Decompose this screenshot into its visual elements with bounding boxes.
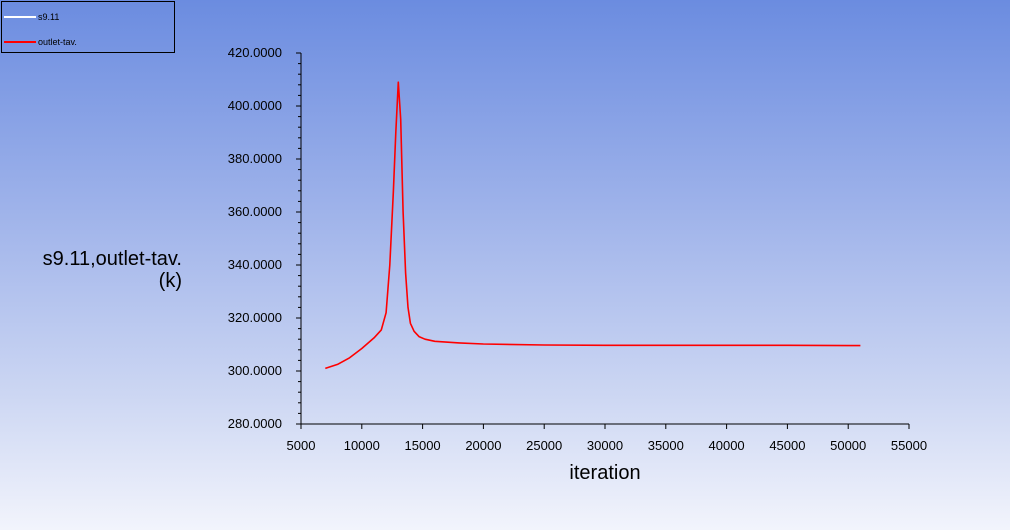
y-tick-label: 420.0000 <box>228 45 282 60</box>
x-tick-label: 25000 <box>526 438 562 453</box>
legend-item-s9-11: s9.11 <box>4 10 59 24</box>
y-tick-label: 320.0000 <box>228 310 282 325</box>
x-tick-label: 55000 <box>891 438 927 453</box>
y-tick-label: 360.0000 <box>228 204 282 219</box>
x-tick-label: 40000 <box>709 438 745 453</box>
x-tick-label: 5000 <box>287 438 316 453</box>
y-tick-label: 400.0000 <box>228 98 282 113</box>
y-tick-label: 280.0000 <box>228 416 282 431</box>
y-tick-label: 340.0000 <box>228 257 282 272</box>
legend-label-s9-11: s9.11 <box>38 11 60 22</box>
y-axis-label: s9.11,outlet-tav. (k) <box>0 248 182 292</box>
x-tick-label: 50000 <box>830 438 866 453</box>
x-tick-label: 15000 <box>405 438 441 453</box>
x-axis-label: iteration <box>569 462 641 484</box>
legend-swatch-outlet-tav <box>4 41 36 43</box>
y-axis-label-line2: (k) <box>158 270 182 292</box>
y-axis-label-line1: s9.11,outlet-tav. <box>42 248 182 270</box>
legend-swatch-s9-11 <box>4 16 36 18</box>
x-tick-label: 45000 <box>769 438 805 453</box>
series-line-outlet-tav <box>325 81 861 370</box>
y-tick-label: 300.0000 <box>228 363 282 378</box>
y-tick-label: 380.0000 <box>228 151 282 166</box>
legend-item-outlet-tav: outlet-tav. <box>4 35 77 49</box>
x-tick-label: 20000 <box>465 438 501 453</box>
x-tick-label: 35000 <box>648 438 684 453</box>
legend: s9.11 outlet-tav. <box>1 1 175 53</box>
x-tick-label: 30000 <box>587 438 623 453</box>
x-tick-label: 10000 <box>344 438 380 453</box>
legend-label-outlet-tav: outlet-tav. <box>38 36 77 47</box>
